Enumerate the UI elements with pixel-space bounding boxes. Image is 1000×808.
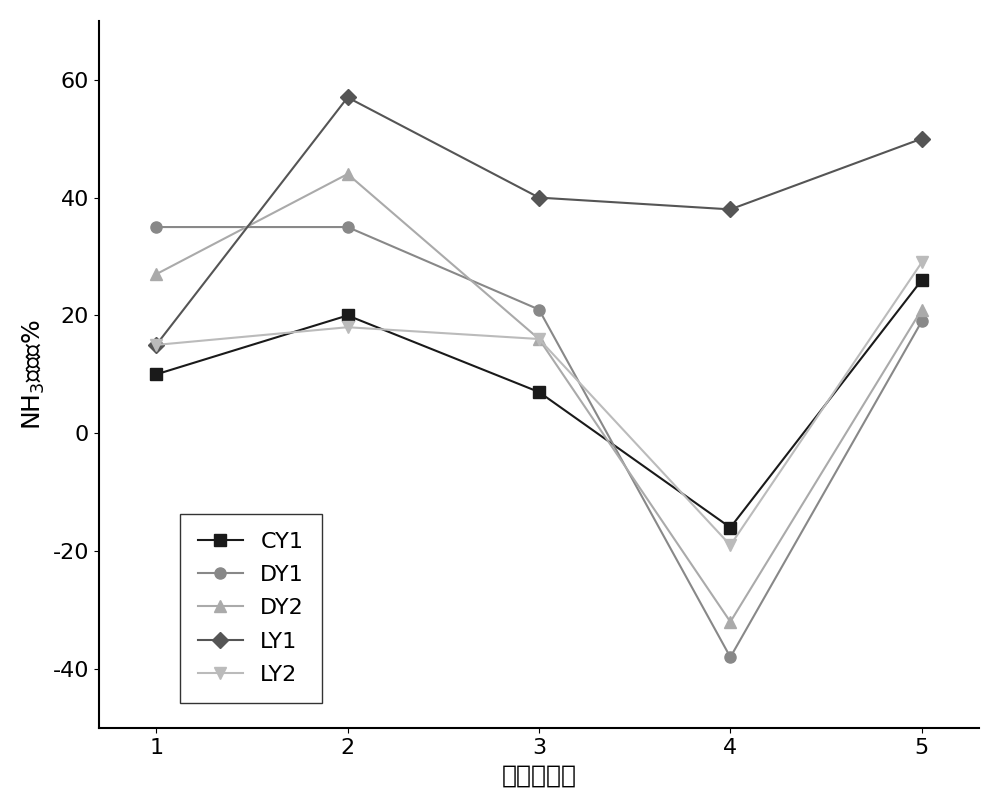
LY2	[533, 335, 545, 344]
LY2	[724, 541, 736, 550]
DY1	[150, 222, 162, 232]
LY2	[150, 340, 162, 350]
DY2	[342, 169, 354, 179]
LY1	[916, 134, 928, 144]
DY2	[150, 269, 162, 279]
LY1	[533, 193, 545, 203]
Line: DY2: DY2	[151, 169, 927, 627]
CY1	[533, 387, 545, 397]
LY1	[724, 204, 736, 214]
Line: DY1: DY1	[151, 221, 927, 663]
LY1	[150, 340, 162, 350]
Legend: CY1, DY1, DY2, LY1, LY2: CY1, DY1, DY2, LY1, LY2	[180, 514, 322, 703]
DY1	[533, 305, 545, 314]
DY2	[533, 335, 545, 344]
Line: LY2: LY2	[151, 257, 927, 551]
CY1	[916, 276, 928, 285]
Y-axis label: NH$_3$脉除率%: NH$_3$脉除率%	[21, 319, 47, 430]
Line: LY1: LY1	[151, 92, 927, 351]
X-axis label: 时间（天）: 时间（天）	[501, 764, 576, 787]
Line: CY1: CY1	[151, 275, 927, 533]
CY1	[342, 310, 354, 320]
DY1	[724, 652, 736, 662]
LY2	[916, 258, 928, 267]
DY2	[724, 617, 736, 627]
DY1	[342, 222, 354, 232]
LY1	[342, 93, 354, 103]
CY1	[724, 523, 736, 532]
DY2	[916, 305, 928, 314]
DY1	[916, 317, 928, 326]
LY2	[342, 322, 354, 332]
CY1	[150, 369, 162, 379]
